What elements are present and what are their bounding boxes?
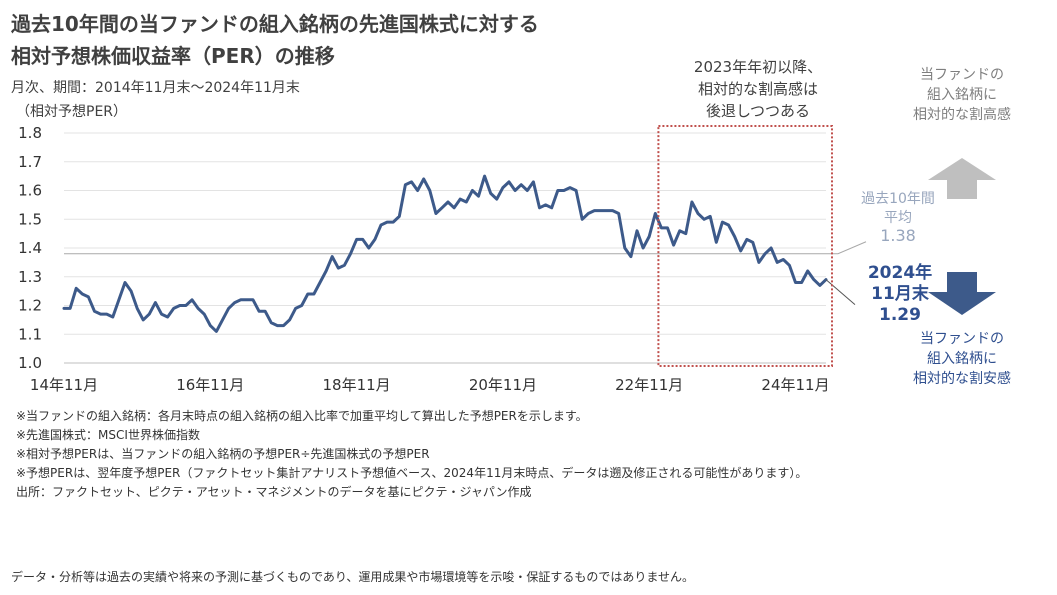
annotation-text: 組入銘柄に xyxy=(927,87,997,103)
average-leader-line xyxy=(826,241,867,255)
y-axis-label: （相対予想PER） xyxy=(16,104,128,120)
x-tick-label: 18年11月 xyxy=(323,376,391,394)
x-tick-label: 16年11月 xyxy=(176,376,244,394)
annotation-text: 後退しつつある xyxy=(706,102,810,120)
annotation-text: 1.29 xyxy=(879,305,921,325)
disclaimer: データ・分析等は過去の実績や将来の予測に基づくものであり、運用成果や市場環境等を… xyxy=(11,570,695,584)
x-tick-label: 20年11月 xyxy=(469,376,537,394)
annotation-text: 2024年 xyxy=(868,262,932,283)
annotation-text: 当ファンドの xyxy=(920,67,1004,83)
y-tick-label: 1.3 xyxy=(18,268,42,286)
footnote: ※相対予想PERは、当ファンドの組入銘柄の予想PER÷先進国株式の予想PER xyxy=(16,447,430,461)
gridlines xyxy=(64,132,826,364)
per-line-chart: 1.0 1.1 1.2 1.3 1.4 1.5 1.6 1.7 1.8 14年11月 16年11月… xyxy=(18,58,1011,394)
y-tick-label: 1.7 xyxy=(18,153,42,171)
y-tick-label: 1.4 xyxy=(18,239,42,257)
y-tick-label: 1.6 xyxy=(18,182,42,200)
highlight-box xyxy=(657,125,834,367)
down-arrow-icon xyxy=(928,272,996,315)
series-line-relative-per xyxy=(62,174,828,333)
period-subtitle: 月次、期間：2014年11月末～2024年11月末 xyxy=(11,80,300,96)
source-note: 出所：ファクトセット、ピクテ・アセット・マネジメントのデータを基にピクテ・ジャパ… xyxy=(16,485,532,499)
annotation-text: 1.38 xyxy=(880,226,916,245)
annotation-text: 相対的な割安感 xyxy=(913,370,1011,387)
x-tick-label: 24年11月 xyxy=(761,376,829,394)
annotation-text: 11月末 xyxy=(871,283,930,304)
annotation-text: 当ファンドの xyxy=(920,331,1004,347)
y-tick-label: 1.0 xyxy=(18,354,42,372)
up-arrow-icon xyxy=(928,158,996,199)
chart-title-line1: 過去10年間の当ファンドの組入銘柄の先進国株式に対する xyxy=(11,12,539,36)
annotation-text: 平均 xyxy=(884,210,912,226)
annotation-text: 相対的な割高感は xyxy=(698,80,818,98)
x-axis-ticks: 14年11月 16年11月 18年11月 20年11月 22年11月 24年11月 xyxy=(30,376,830,394)
footnote: ※予想PERは、翌年度予想PER（ファクトセット集計アナリスト予想値ベース、20… xyxy=(16,466,808,480)
annotation-text: 2023年年初以降、 xyxy=(694,58,822,76)
y-tick-label: 1.5 xyxy=(18,210,42,228)
annotation-text: 相対的な割高感 xyxy=(913,106,1011,123)
x-tick-label: 14年11月 xyxy=(30,376,98,394)
y-tick-label: 1.1 xyxy=(18,325,42,343)
y-tick-label: 1.2 xyxy=(18,297,42,315)
y-tick-label: 1.8 xyxy=(18,124,42,142)
latest-leader-line xyxy=(825,279,856,306)
footnote: ※先進国株式：MSCI世界株価指数 xyxy=(16,428,200,442)
footnote: ※当ファンドの組入銘柄：各月末時点の組入銘柄の組入比率で加重平均して算出した予想… xyxy=(16,409,588,423)
footnotes: ※当ファンドの組入銘柄：各月末時点の組入銘柄の組入比率で加重平均して算出した予想… xyxy=(16,407,807,502)
x-tick-label: 22年11月 xyxy=(615,376,683,394)
annotation-text: 組入銘柄に xyxy=(927,351,997,367)
annotation-text: 過去10年間 xyxy=(861,191,935,207)
chart-title-line2: 相対予想株価収益率（PER）の推移 xyxy=(11,44,335,68)
y-axis-ticks: 1.0 1.1 1.2 1.3 1.4 1.5 1.6 1.7 1.8 xyxy=(18,124,42,372)
